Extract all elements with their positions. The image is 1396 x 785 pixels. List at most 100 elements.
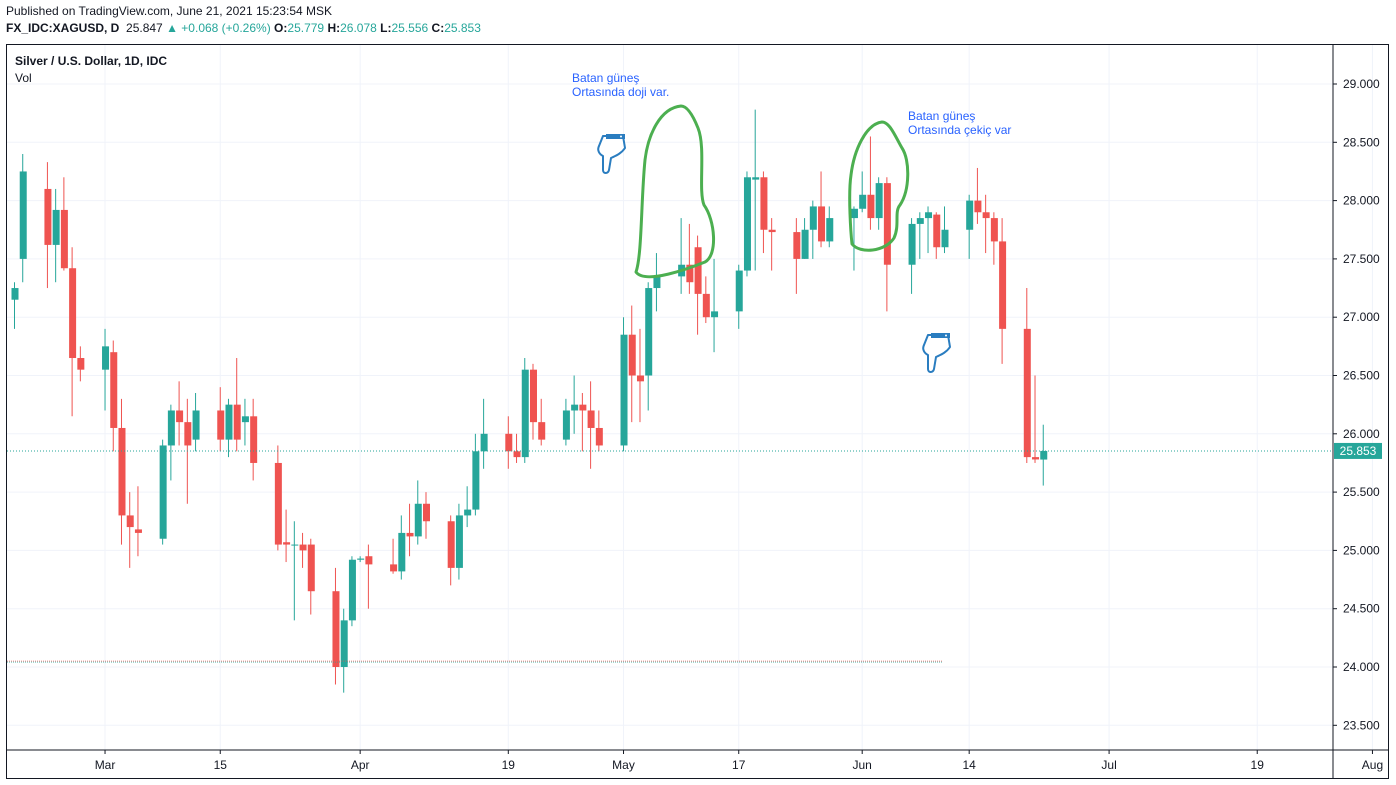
candle-body [711, 311, 719, 318]
candle-body [636, 375, 644, 382]
x-tick-label: Jun [853, 758, 872, 772]
x-tick-label: Mar [95, 758, 116, 772]
price-change: +0.068 (+0.26%) [181, 21, 271, 35]
candle-body [686, 264, 694, 283]
y-tick-label: 27.500 [1343, 252, 1380, 266]
candle-body [126, 515, 134, 528]
high-label: H: [327, 21, 341, 35]
candle-body [283, 542, 291, 545]
candle-body [875, 183, 883, 219]
low-label: L: [380, 21, 392, 35]
hand-cuff-dot [945, 334, 947, 337]
candle-body [480, 433, 488, 452]
annotation-outline [848, 120, 910, 252]
hand-pointing-down-icon [922, 333, 951, 373]
x-tick-label: 15 [214, 758, 228, 772]
candle-body [587, 410, 595, 428]
candle-body [184, 422, 192, 446]
high-value: 26.078 [340, 21, 377, 35]
candle-body [916, 218, 924, 224]
candle-body [562, 410, 570, 440]
candle-body [645, 288, 653, 376]
grid [7, 45, 1373, 750]
candle-body [423, 503, 430, 522]
candle-body [702, 293, 710, 318]
candle-body [529, 369, 537, 423]
candle-body [982, 212, 990, 219]
x-tick-label: 19 [502, 758, 516, 772]
candle-body [579, 404, 587, 411]
x-tick-label: Aug [1362, 758, 1383, 772]
close-value: 25.853 [444, 21, 481, 35]
candle-body [859, 194, 867, 209]
x-tick-label: May [612, 758, 635, 772]
candle-body [1032, 457, 1040, 460]
hand-pointing-down-icon [597, 134, 626, 174]
y-tick-label: 26.000 [1343, 427, 1380, 441]
candle-body [192, 410, 200, 440]
candle-body [299, 544, 307, 551]
quote-line: FX_IDC:XAGUSD, D 25.847 ▲ +0.068 (+0.26%… [6, 21, 481, 35]
candle-body [850, 208, 858, 219]
candle-body [538, 422, 546, 440]
candle-body [809, 206, 817, 230]
candle-body [464, 509, 472, 516]
annotation-text: Batan güneş [908, 109, 975, 123]
y-tick-label: 29.000 [1343, 77, 1380, 91]
candle-body [818, 206, 826, 242]
candle-body [11, 288, 19, 300]
candle-body [77, 358, 85, 370]
candle-body [406, 532, 414, 537]
candle-body [867, 194, 875, 219]
last-price-label-bg [1334, 442, 1382, 459]
hand-shape [597, 135, 626, 174]
candle-body [999, 241, 1007, 329]
candle-body [801, 229, 809, 259]
candle-body [398, 532, 406, 572]
candle-body [307, 544, 315, 592]
candle-body [966, 200, 974, 230]
candle-body [1040, 450, 1048, 460]
candle-body [826, 218, 834, 242]
low-value: 25.556 [391, 21, 429, 35]
candle-body [52, 209, 60, 245]
candle-body [274, 462, 282, 545]
candle-body [44, 188, 52, 245]
candle-body [365, 556, 373, 565]
candle-body [933, 214, 941, 248]
y-tick-label: 24.000 [1343, 660, 1380, 674]
y-tick-label: 27.000 [1343, 310, 1380, 324]
published-line: Published on TradingView.com, June 21, 2… [6, 4, 332, 18]
candle-body [521, 369, 529, 458]
candle-body [167, 410, 175, 446]
x-tick-label: 14 [963, 758, 977, 772]
candle-body [1023, 328, 1031, 458]
candle-body [908, 223, 916, 265]
candle-body [974, 200, 982, 213]
candle-body [217, 410, 225, 440]
annotation-outline [634, 104, 716, 279]
candle-body [628, 334, 636, 376]
candle-body [595, 427, 603, 446]
candle-body [176, 410, 184, 423]
annotation-text: Ortasında çekiç var [908, 123, 1011, 137]
candle-body [134, 529, 142, 533]
candle-body [941, 229, 949, 248]
candle-body [332, 591, 340, 667]
candle-body [505, 433, 513, 452]
x-tick-label: 17 [732, 758, 746, 772]
legend-volume: Vol [15, 71, 32, 85]
x-tick-label: 19 [1251, 758, 1265, 772]
candle-body [159, 445, 167, 539]
x-tick-label: Apr [351, 758, 370, 772]
y-axis: 29.000 28.500 28.000 27.500 27.000 26.500 26.0… [1333, 77, 1380, 732]
candle-body [455, 515, 463, 568]
candle-body [883, 183, 891, 265]
candle-body [571, 404, 579, 411]
candle-body [60, 209, 68, 269]
candle-body [348, 559, 356, 621]
close-label: C: [431, 21, 445, 35]
candle-body [793, 232, 801, 259]
